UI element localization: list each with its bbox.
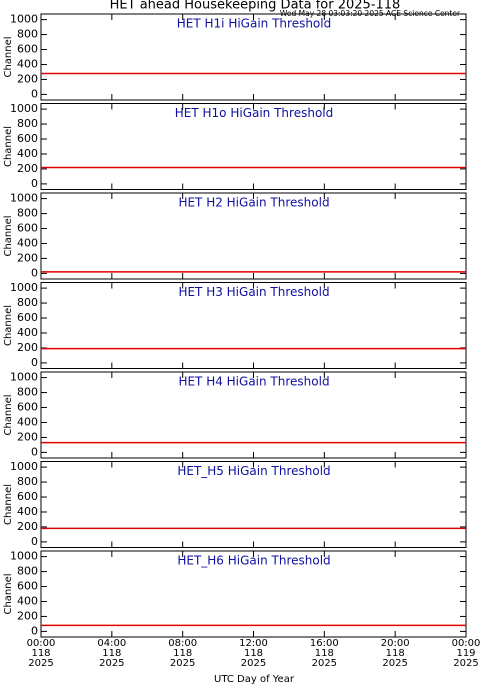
y-tick-label: 400 [17, 594, 38, 607]
y-tick-label: 1000 [10, 192, 38, 205]
y-tick-label: 0 [31, 624, 38, 637]
x-tick-label: 04:00 118 2025 [97, 638, 127, 669]
chart-title: HET ahead Housekeeping Data for 2025-118 [110, 0, 401, 13]
y-tick-label: 0 [31, 535, 38, 548]
x-tick-label: 12:00 118 2025 [239, 638, 268, 669]
x-tick-label: 00:00 119 2025 [451, 638, 481, 669]
y-tick-label: 800 [17, 296, 38, 309]
y-tick-label: 200 [17, 251, 38, 264]
y-axis-label: Channel [3, 305, 14, 346]
y-axis-label: Channel [3, 215, 14, 256]
y-tick-label: 0 [31, 87, 38, 100]
y-tick-label: 1000 [10, 281, 38, 294]
y-axis-label: Channel [3, 394, 14, 435]
y-tick-label: 400 [17, 326, 38, 339]
y-tick-label: 200 [17, 430, 38, 443]
panel-title: HET H1i HiGain Threshold [177, 17, 331, 31]
y-axis-label: Channel [3, 573, 14, 614]
x-tick-label: 00:00 118 2025 [26, 638, 56, 669]
y-tick-label: 800 [17, 565, 38, 578]
y-axis-label: Channel [3, 126, 14, 167]
y-tick-label: 400 [17, 57, 38, 70]
y-tick-label: 600 [17, 43, 38, 56]
y-tick-label: 0 [31, 266, 38, 279]
y-tick-label: 0 [31, 356, 38, 369]
y-tick-label: 200 [17, 72, 38, 85]
y-tick-label: 1000 [10, 102, 38, 115]
y-tick-label: 600 [17, 222, 38, 235]
x-tick-label: 08:00 118 2025 [168, 638, 198, 669]
y-tick-label: 800 [17, 207, 38, 220]
y-tick-label: 800 [17, 386, 38, 399]
y-tick-label: 600 [17, 401, 38, 414]
y-tick-label: 400 [17, 236, 38, 249]
panel-title: HET H3 HiGain Threshold [178, 285, 329, 299]
y-axis-label: Channel [3, 36, 14, 77]
y-tick-label: 800 [17, 475, 38, 488]
y-tick-label: 1000 [10, 13, 38, 26]
panel-title: HET_H5 HiGain Threshold [177, 464, 330, 478]
panel-title: HET H4 HiGain Threshold [178, 375, 329, 389]
y-tick-label: 200 [17, 609, 38, 622]
y-tick-label: 800 [17, 117, 38, 130]
y-tick-label: 1000 [10, 460, 38, 473]
panel-title: HET H1o HiGain Threshold [175, 106, 333, 120]
y-tick-label: 400 [17, 147, 38, 160]
y-tick-label: 600 [17, 311, 38, 324]
x-tick-label: 20:00 118 2025 [380, 638, 410, 669]
y-tick-label: 1000 [10, 550, 38, 563]
y-axis-label: Channel [3, 484, 14, 525]
panel-title: HET H2 HiGain Threshold [178, 196, 329, 210]
y-tick-label: 800 [17, 28, 38, 41]
y-tick-label: 1000 [10, 371, 38, 384]
y-tick-label: 600 [17, 490, 38, 503]
y-tick-label: 200 [17, 341, 38, 354]
y-tick-label: 0 [31, 445, 38, 458]
y-tick-label: 400 [17, 415, 38, 428]
panel-title: HET_H6 HiGain Threshold [177, 554, 330, 568]
y-tick-label: 600 [17, 580, 38, 593]
y-tick-label: 600 [17, 132, 38, 145]
x-tick-label: 16:00 118 2025 [309, 638, 339, 669]
y-tick-label: 200 [17, 520, 38, 533]
y-tick-label: 200 [17, 162, 38, 175]
x-axis-label: UTC Day of Year [214, 674, 295, 685]
y-tick-label: 400 [17, 505, 38, 518]
y-tick-label: 0 [31, 177, 38, 190]
